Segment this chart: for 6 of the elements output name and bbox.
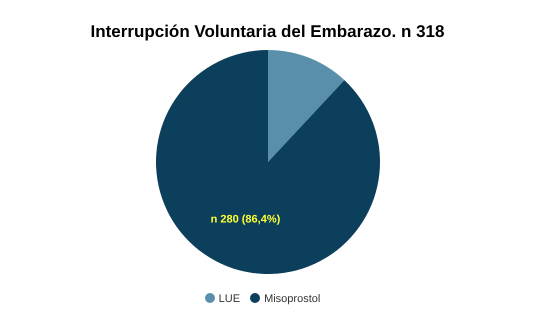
legend-label: LUE xyxy=(218,293,240,305)
data-label: n 280 (86,4%) xyxy=(210,213,281,226)
pie-slice xyxy=(156,50,380,274)
chart-title: Interrupción Voluntaria del Embarazo. n 318 xyxy=(90,21,446,42)
legend-label: Misoprostol xyxy=(264,293,320,305)
pie-slice xyxy=(268,50,344,162)
